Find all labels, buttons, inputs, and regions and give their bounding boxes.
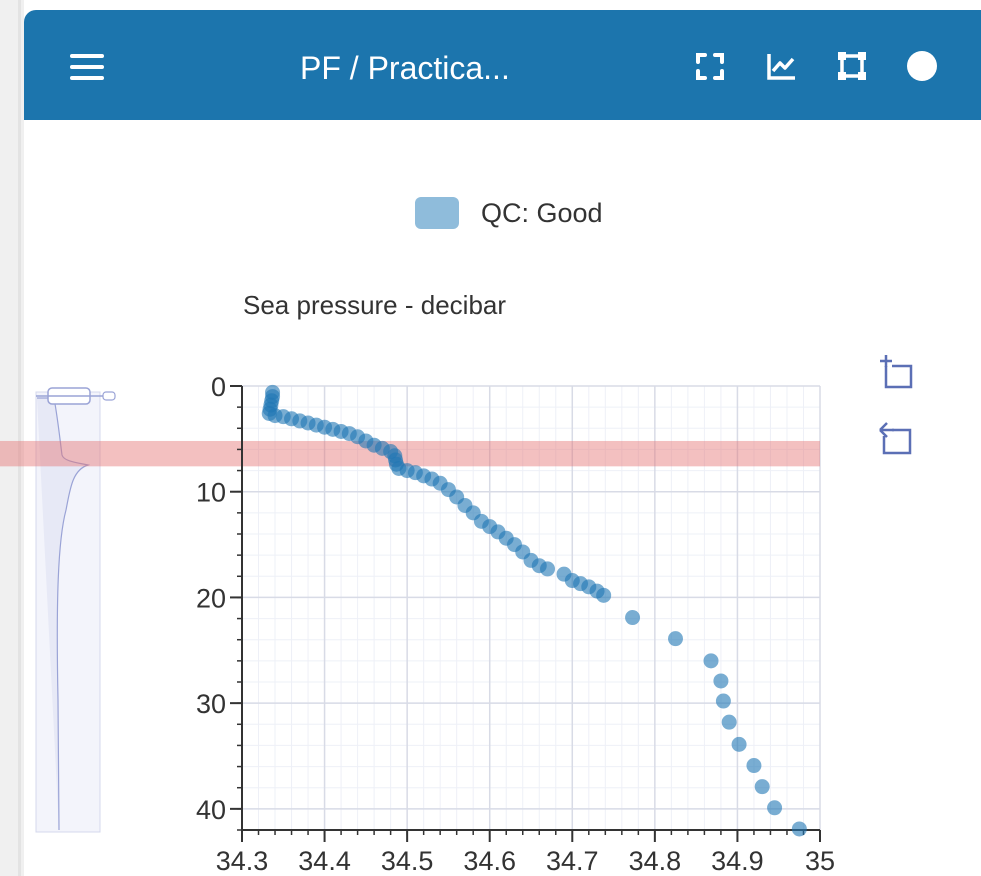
page-title: PF / Practica...	[300, 50, 510, 86]
zoom-in-region-icon[interactable]	[878, 354, 914, 390]
x-tick-label: 35	[805, 846, 835, 876]
x-tick-label: 34.8	[629, 846, 682, 876]
chart-card	[24, 10, 981, 876]
data-point	[767, 800, 783, 816]
data-point	[721, 714, 737, 730]
highlight-band-rect	[0, 440, 820, 467]
x-tick-label: 34.3	[216, 846, 269, 876]
overview-brush-end	[102, 391, 116, 401]
y-tick-label: 20	[196, 583, 226, 613]
x-tick-label: 34.5	[381, 846, 434, 876]
y-tick-label: 0	[211, 372, 226, 402]
x-tick-label: 34.9	[711, 846, 764, 876]
highlight-band[interactable]	[0, 440, 820, 467]
legend-label: QC: Good	[481, 197, 603, 228]
select-box-icon[interactable]	[836, 50, 868, 82]
legend-swatch	[415, 197, 459, 229]
y-tick-label: 10	[196, 478, 226, 508]
chart-axes: 0 10 20 30 40 34.3 34.4 34.5 34.6 34.7 34.8 34.9 35	[196, 372, 835, 876]
x-tick-label: 34.7	[546, 846, 599, 876]
data-point	[540, 561, 556, 577]
app-header	[24, 10, 981, 120]
x-tick-label: 34.4	[298, 846, 351, 876]
data-point	[754, 779, 770, 795]
data-point	[713, 673, 729, 689]
rail-line	[18, 0, 21, 876]
data-point	[625, 610, 641, 626]
overview-line	[37, 397, 91, 831]
data-points	[261, 384, 807, 837]
x-tick-label: 34.6	[463, 846, 516, 876]
fullscreen-icon[interactable]	[694, 50, 726, 82]
zoom-reset-icon[interactable]	[878, 420, 914, 456]
y-tick-label: 40	[196, 795, 226, 825]
data-point	[668, 631, 683, 647]
data-point	[703, 653, 719, 669]
data-point	[715, 693, 731, 709]
overview-profile[interactable]	[35, 387, 116, 833]
y-axis-title: Sea pressure - decibar	[243, 290, 507, 320]
data-point	[596, 587, 612, 603]
y-tick-label: 30	[196, 689, 226, 719]
chart-legend[interactable]: QC: Good	[415, 196, 603, 230]
data-point	[746, 758, 762, 774]
menu-icon[interactable]	[70, 52, 104, 82]
left-scroll-rail	[0, 0, 24, 876]
data-point	[731, 736, 747, 752]
line-chart-icon[interactable]	[765, 50, 797, 82]
status-dot-icon[interactable]	[906, 50, 938, 82]
data-point	[791, 821, 807, 837]
